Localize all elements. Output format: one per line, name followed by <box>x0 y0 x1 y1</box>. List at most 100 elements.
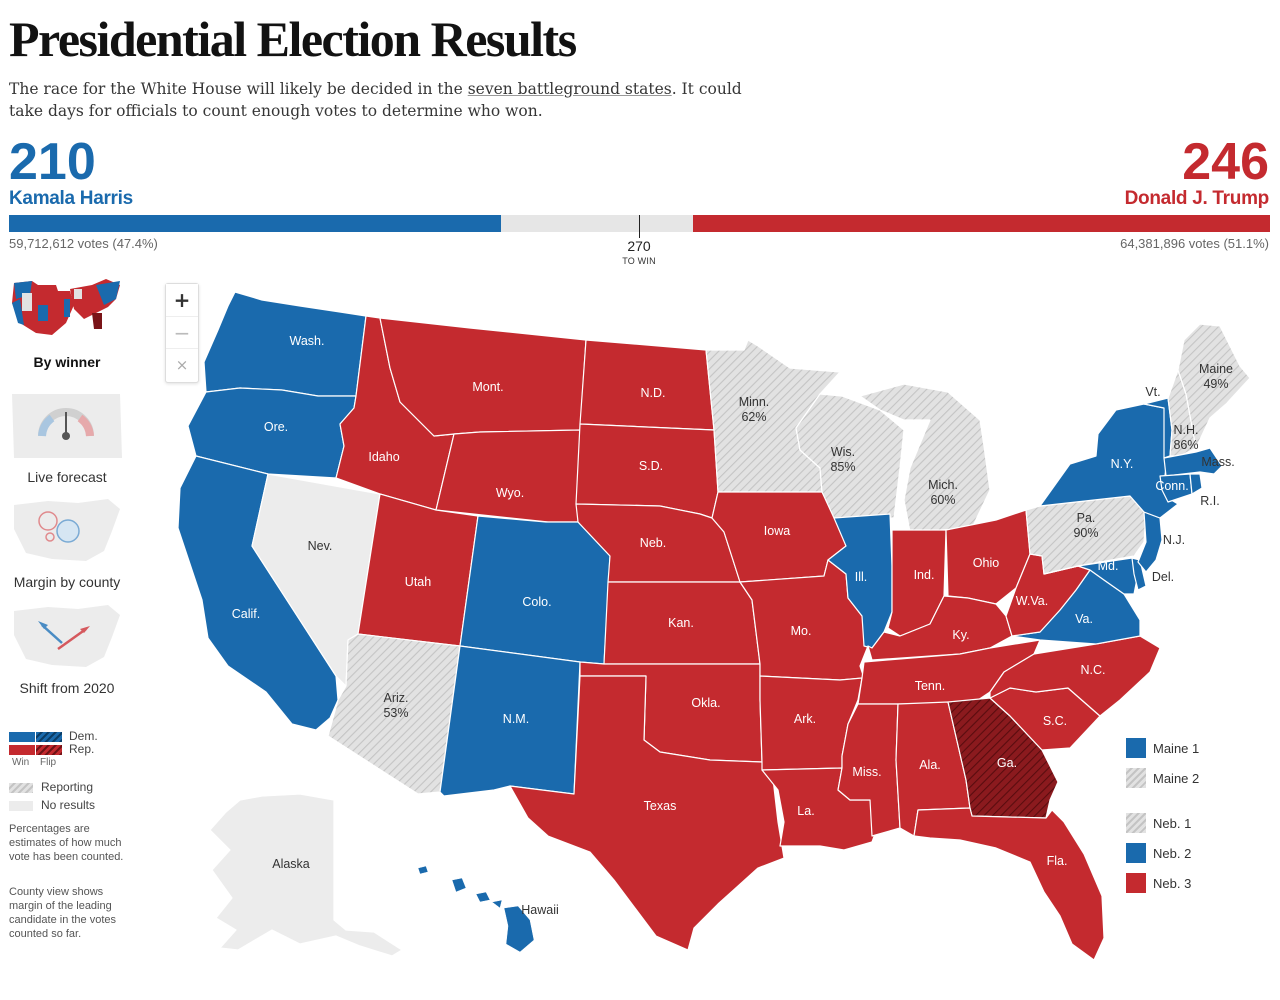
state-name: N.Y. <box>1111 457 1134 471</box>
state-name: Mo. <box>791 624 812 638</box>
district-swatch <box>1126 768 1146 788</box>
state-label-pa: Pa. 90% <box>1073 511 1098 540</box>
split-district-neb-1: Neb. 1 <box>1126 813 1256 835</box>
state-reporting-percent: 60% <box>930 493 955 507</box>
battleground-link[interactable]: seven battleground states <box>467 80 672 98</box>
state-label-ut: Utah <box>405 575 431 589</box>
state-name: Ala. <box>919 758 941 772</box>
state-label-mo: Mo. <box>791 624 812 638</box>
legend-dem-label: Dem. <box>69 729 98 743</box>
state-label-fl: Fla. <box>1047 854 1068 868</box>
state-label-al: Ala. <box>919 758 941 772</box>
state-md[interactable] <box>1043 557 1139 595</box>
state-label-mi: Mich. 60% <box>928 478 958 507</box>
view-shift-from-2020[interactable]: Shift from 2020 <box>8 601 126 696</box>
legend-note-county: County view shows margin of the leading … <box>9 886 117 940</box>
threshold-marker <box>639 215 640 238</box>
state-label-nj: N.J. <box>1163 533 1185 547</box>
state-name: Tenn. <box>915 679 946 693</box>
district-swatch <box>1126 873 1146 893</box>
state-label-ok: Okla. <box>691 696 720 710</box>
district-swatch <box>1126 843 1146 863</box>
dem-electoral-votes: 210 <box>9 133 96 191</box>
state-name: Utah <box>405 575 431 589</box>
district-label: Neb. 3 <box>1153 876 1192 891</box>
state-me[interactable] <box>1177 323 1251 449</box>
state-label-il: Ill. <box>855 570 868 584</box>
intro-paragraph: The race for the White House will likely… <box>9 78 749 122</box>
view-margin-by-county[interactable]: Margin by county <box>8 495 126 590</box>
state-name: Ind. <box>914 568 935 582</box>
state-label-ne: Neb. <box>640 536 666 550</box>
legend-dem-win-swatch <box>9 732 35 742</box>
intro-text-end: . It could take days for officials to co… <box>9 80 742 120</box>
state-label-ct: Conn. <box>1155 479 1188 493</box>
state-name: Ark. <box>794 712 816 726</box>
map-zoom-controls: + − × <box>165 283 199 383</box>
state-reporting-percent: 86% <box>1173 438 1198 452</box>
state-name: Ky. <box>952 628 969 642</box>
state-label-la: La. <box>797 804 814 818</box>
state-name: Mich. <box>928 478 958 492</box>
state-name: Ohio <box>973 556 999 570</box>
zoom-out-button[interactable]: − <box>166 316 198 348</box>
state-label-mt: Mont. <box>472 380 503 394</box>
state-label-az: Ariz. 53% <box>383 691 408 720</box>
state-ky[interactable] <box>867 595 1013 661</box>
legend-no-results-swatch <box>9 801 33 811</box>
legend-reporting-swatch <box>9 783 33 793</box>
state-tx[interactable] <box>509 675 785 951</box>
state-label-oh: Ohio <box>973 556 999 570</box>
state-name: N.H. <box>1174 423 1199 437</box>
state-label-or: Ore. <box>264 420 288 434</box>
state-name: Neb. <box>640 536 666 550</box>
state-label-tn: Tenn. <box>915 679 946 693</box>
legend-note-percentages: Percentages are estimates of how much vo… <box>9 823 124 863</box>
district-swatch <box>1126 738 1146 758</box>
state-name: R.I. <box>1200 494 1219 508</box>
state-label-ny: N.Y. <box>1111 457 1134 471</box>
state-name: Minn. <box>739 395 770 409</box>
state-name: Alaska <box>272 857 310 871</box>
state-hi[interactable] <box>417 865 535 953</box>
view-by-winner[interactable]: By winner <box>8 275 126 370</box>
state-name: Conn. <box>1155 479 1188 493</box>
state-wi[interactable] <box>795 393 905 519</box>
state-name: Wash. <box>290 334 325 348</box>
district-swatch <box>1126 813 1146 833</box>
state-ri[interactable] <box>1189 473 1203 495</box>
state-label-ma: Mass. <box>1201 455 1234 469</box>
state-name: Kan. <box>668 616 694 630</box>
state-label-mn: Minn. 62% <box>739 395 770 424</box>
state-nj[interactable] <box>1137 511 1163 573</box>
legend-dem-flip-swatch <box>36 732 62 742</box>
state-name: Del. <box>1152 570 1174 584</box>
states-layer <box>177 291 1251 961</box>
state-ct[interactable] <box>1159 473 1193 503</box>
state-label-ak: Alaska <box>272 857 310 871</box>
state-reporting-percent: 49% <box>1203 377 1228 391</box>
state-name: Mont. <box>472 380 503 394</box>
view-label: By winner <box>33 354 101 370</box>
state-name: Calif. <box>232 607 260 621</box>
state-label-tx: Texas <box>644 799 677 813</box>
district-label: Neb. 1 <box>1153 816 1192 831</box>
state-label-nv: Nev. <box>308 539 333 553</box>
state-name: S.C. <box>1043 714 1067 728</box>
reset-zoom-button[interactable]: × <box>166 348 198 380</box>
zoom-in-button[interactable]: + <box>166 284 198 316</box>
state-label-wv: W.Va. <box>1016 594 1048 608</box>
state-fl[interactable] <box>913 807 1105 961</box>
state-label-ar: Ark. <box>794 712 816 726</box>
state-name: Iowa <box>764 524 790 538</box>
intro-text: The race for the White House will likely… <box>9 80 468 98</box>
state-ak[interactable] <box>209 793 403 957</box>
split-district-maine-2: Maine 2 <box>1126 768 1256 790</box>
county-bubbles-thumbnail-icon <box>14 499 120 561</box>
legend-reporting-label: Reporting <box>41 780 94 794</box>
state-name: La. <box>797 804 814 818</box>
view-live-forecast[interactable]: Live forecast <box>8 390 126 485</box>
view-label: Margin by county <box>13 574 121 590</box>
rep-popular-vote: 64,381,896 votes (51.1%) <box>1120 236 1269 251</box>
